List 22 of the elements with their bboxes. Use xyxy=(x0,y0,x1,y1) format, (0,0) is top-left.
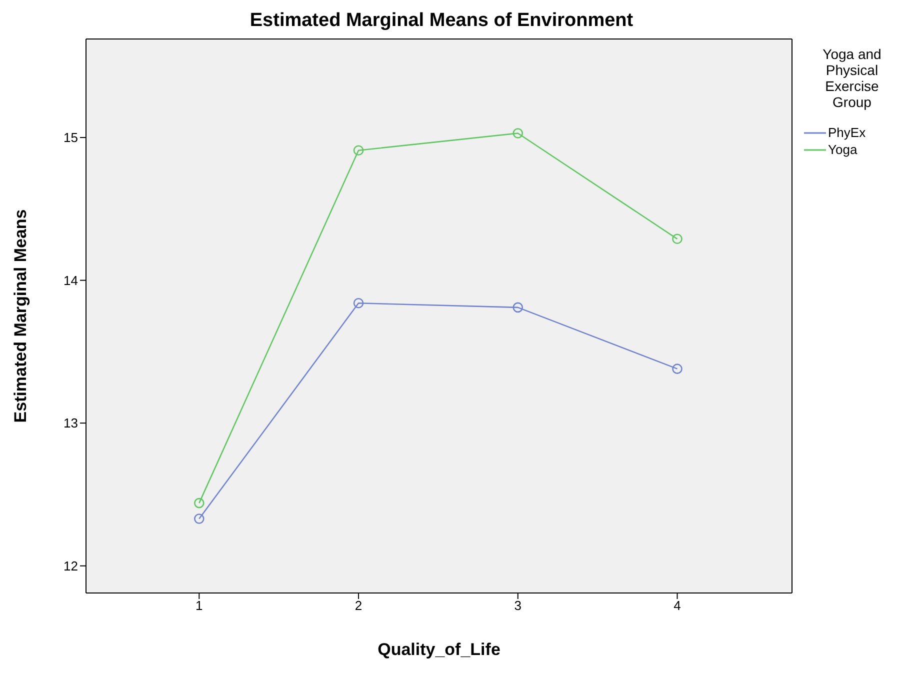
point xyxy=(194,498,204,508)
x-tick-label: 3 xyxy=(514,598,522,614)
point xyxy=(353,298,364,308)
y-tick-label: 15 xyxy=(64,130,78,146)
x-axis-title: Quality_of_Life xyxy=(378,640,500,659)
chart-title: Estimated Marginal Means of Environment xyxy=(248,10,634,32)
y-tick-label: 13 xyxy=(64,416,78,431)
y-tick-label: 12 xyxy=(64,558,78,574)
legend-title: Yoga and Physical Exercise Group xyxy=(822,46,882,110)
point xyxy=(672,364,682,374)
point xyxy=(353,145,364,156)
y-axis-title: Estimated Marginal Means xyxy=(11,209,30,423)
x-tick-label: 4 xyxy=(674,598,681,614)
point xyxy=(194,514,204,524)
point xyxy=(512,302,524,313)
legend-label: Yoga xyxy=(828,142,858,157)
legend-label: PhyEx xyxy=(828,125,866,140)
point xyxy=(672,234,682,244)
x-tick-label: 1 xyxy=(196,598,203,614)
point xyxy=(512,128,524,138)
y-tick-label: 14 xyxy=(64,272,78,288)
x-tick-label: 2 xyxy=(354,598,362,614)
